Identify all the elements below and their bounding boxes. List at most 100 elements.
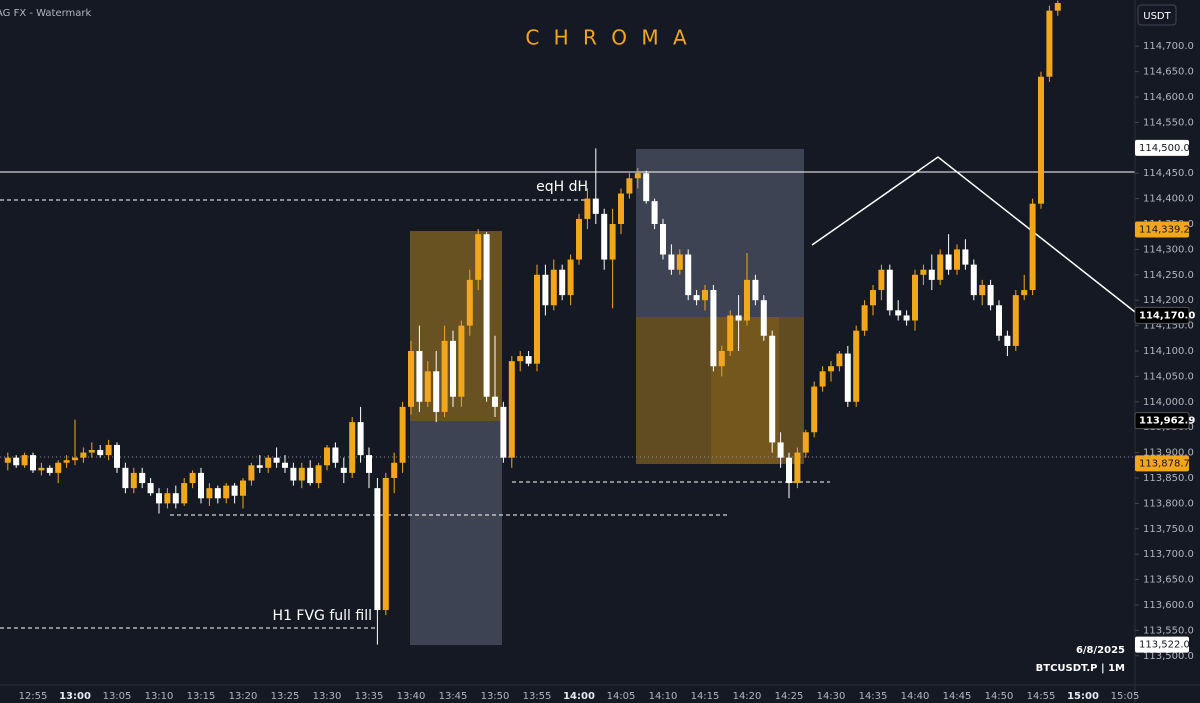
candle-body xyxy=(122,467,129,489)
candle-body xyxy=(466,279,473,326)
candle-body xyxy=(265,457,272,468)
candle-body xyxy=(408,350,414,407)
y-tick-label: 114,300.0 xyxy=(1143,244,1194,255)
candle-body xyxy=(88,450,95,453)
y-tick-label: 114,200.0 xyxy=(1143,295,1194,306)
candle-body xyxy=(139,472,146,484)
candle-body xyxy=(836,353,843,367)
candle-body xyxy=(794,452,801,484)
candle-body xyxy=(223,485,230,499)
candle-body xyxy=(525,356,532,364)
x-tick-label: 12:55 xyxy=(19,691,48,702)
candle-body xyxy=(710,290,717,367)
price-label-box xyxy=(1135,455,1189,472)
x-tick-label: 13:35 xyxy=(355,691,384,702)
candle-body xyxy=(391,462,398,478)
candle-body xyxy=(114,444,120,468)
candle-body xyxy=(844,353,851,402)
candle-body xyxy=(38,467,45,471)
zigzag xyxy=(811,156,1135,313)
candle-body xyxy=(752,279,759,301)
candle-body xyxy=(668,254,675,270)
candle-body xyxy=(374,488,381,611)
candle-body xyxy=(567,259,574,296)
price-label: 114,339.2 xyxy=(1139,224,1190,235)
candle-body xyxy=(660,224,666,255)
candle-body xyxy=(500,406,507,458)
price-label-box xyxy=(1134,306,1190,324)
candle-body xyxy=(828,366,834,372)
y-tick-label: 113,800.0 xyxy=(1143,498,1194,509)
candle-body xyxy=(735,315,742,321)
candle-body xyxy=(240,480,246,496)
candle-body xyxy=(1004,335,1011,346)
candle-body xyxy=(895,310,902,316)
price-label-box xyxy=(1135,636,1189,653)
candle-body xyxy=(962,249,969,265)
candle-body xyxy=(584,198,591,219)
candle-body xyxy=(1029,203,1036,291)
candle-body xyxy=(458,325,465,397)
candle-body xyxy=(786,457,792,484)
candle-body xyxy=(63,460,70,463)
date: 6/8/2025 xyxy=(1076,645,1125,656)
candle-body xyxy=(72,457,78,461)
candle-body xyxy=(475,234,482,280)
x-tick-label: 13:25 xyxy=(271,691,300,702)
candle-body xyxy=(744,279,750,321)
candle-body xyxy=(676,254,683,270)
candle-body xyxy=(685,254,692,296)
target-zone xyxy=(636,317,804,464)
candle-body xyxy=(1038,76,1044,204)
candle-body xyxy=(802,432,809,453)
candle-body xyxy=(315,465,322,484)
candle-body xyxy=(290,467,297,481)
candle-body xyxy=(424,371,431,402)
candle-body xyxy=(1012,295,1019,346)
candle-body xyxy=(576,218,582,260)
candle-body xyxy=(1046,10,1053,77)
price-label: 113,878.7 xyxy=(1139,458,1190,469)
symbol: BTCUSDT.P | 1M xyxy=(1036,663,1125,674)
candle-body xyxy=(760,300,767,336)
labels: AG FX - Watermark C H R O M A eqH dH H1 … xyxy=(0,8,1125,674)
candle-body xyxy=(357,422,364,456)
x-tick-label: 14:15 xyxy=(691,691,720,702)
candle-body xyxy=(97,450,104,456)
candle-body xyxy=(920,269,927,275)
stop-zone xyxy=(410,421,502,645)
y-tick-label: 113,550.0 xyxy=(1143,625,1194,636)
candle-body xyxy=(702,290,708,301)
candle-body xyxy=(811,386,818,433)
price-label-box xyxy=(1135,221,1189,238)
candle-body xyxy=(777,442,784,458)
candle-body xyxy=(853,330,860,402)
candle-body xyxy=(231,485,238,496)
candle-body xyxy=(172,493,179,504)
candle-body xyxy=(256,465,263,468)
candle-body xyxy=(979,284,986,296)
candle-body xyxy=(248,465,255,481)
unit-box xyxy=(1137,4,1177,26)
price-label: 113,962.9 xyxy=(1139,416,1195,427)
candle-body xyxy=(542,274,549,306)
candle-body xyxy=(727,315,734,351)
y-tick-label: 113,900.0 xyxy=(1143,448,1194,459)
candles xyxy=(4,0,1061,645)
candle-body xyxy=(105,444,112,456)
y-tick-label: 114,550.0 xyxy=(1143,117,1194,128)
candle-body xyxy=(878,269,885,291)
candle-body xyxy=(1021,290,1028,296)
y-tick-label: 114,050.0 xyxy=(1143,371,1194,382)
x-tick-label: 14:45 xyxy=(943,691,972,702)
candle-body xyxy=(30,455,36,471)
y-tick-label: 113,650.0 xyxy=(1143,575,1194,586)
candle-body xyxy=(937,254,944,280)
y-tick-label: 114,400.0 xyxy=(1143,194,1194,205)
y-tick-label: 113,700.0 xyxy=(1143,549,1194,560)
candle-body xyxy=(769,335,776,443)
candle-body xyxy=(559,269,566,296)
candle-body xyxy=(492,396,498,407)
candle-body xyxy=(693,295,700,301)
